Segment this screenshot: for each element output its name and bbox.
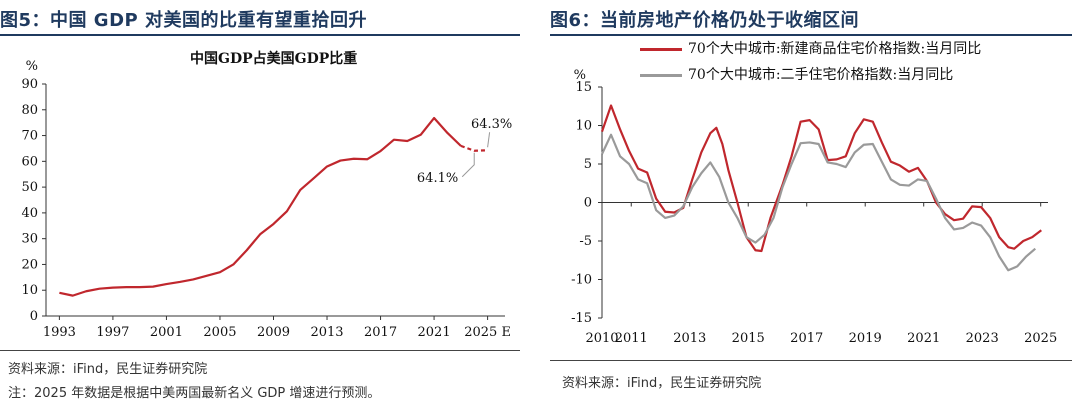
- x-tick-label: 1993: [43, 325, 76, 340]
- x-tick-label: 2010: [585, 331, 618, 346]
- y-tick-label: -5: [579, 234, 592, 249]
- y-tick-label: 0: [584, 196, 592, 211]
- footer-rule: [550, 360, 1072, 361]
- x-tick-label: 2001: [150, 325, 183, 340]
- left-figure: 图5：中国 GDP 对美国的比重有望重拾回升 中国GDP占美国GDP比重 % 0 1…: [0, 0, 530, 406]
- annotation-2024: 64.1%: [417, 171, 458, 186]
- x-tick-label: 2017: [364, 325, 397, 340]
- y-tick-label: 5: [584, 157, 592, 172]
- x-tick-label: 2017: [790, 331, 823, 346]
- x-tick-label: 2025 E: [464, 325, 511, 340]
- x-tick-label: 1997: [96, 325, 129, 340]
- legend-label: 70个大中城市:二手住宅价格指数:当月同比: [688, 67, 954, 83]
- y-tick-label: -10: [571, 273, 592, 288]
- annotation-2025: 64.3%: [471, 117, 512, 132]
- chart-title: 中国GDP占美国GDP比重: [190, 51, 358, 67]
- legend-item-resale-homes: 70个大中城市:二手住宅价格指数:当月同比: [640, 64, 953, 84]
- resale-homes-price-line: [601, 133, 1037, 272]
- x-tick-label: 2023: [966, 331, 999, 346]
- x-tick-label: 2015: [732, 331, 765, 346]
- y-tick-label: 30: [21, 232, 38, 247]
- title-rule: [550, 34, 1072, 36]
- annotation-leader: [461, 152, 475, 178]
- x-tick-label: 2011: [615, 331, 648, 346]
- y-tick-label: 50: [21, 180, 38, 195]
- source-note: 资料来源：iFind，民生证券研究院: [562, 376, 762, 391]
- footer-rule: [0, 350, 520, 351]
- x-tick-label: 2025: [1024, 331, 1057, 346]
- new-homes-price-line: [600, 104, 1042, 253]
- x-tick-label: 2013: [310, 325, 343, 340]
- y-tick-label: 20: [21, 257, 38, 272]
- legend-label: 70个大中城市:新建商品住宅价格指数:当月同比: [688, 41, 982, 57]
- y-tick-label: 80: [21, 103, 38, 118]
- right-figure: 图6：当前房地产价格仍处于收缩区间 70个大中城市:新建商品住宅价格指数:当月同…: [550, 0, 1080, 406]
- annotation-leader: [487, 132, 491, 148]
- y-axis-unit: %: [574, 68, 586, 83]
- legend-swatch: [640, 73, 682, 77]
- gdp-ratio-forecast-line: [460, 144, 488, 152]
- y-tick-label: 70: [21, 129, 38, 144]
- x-tick-label: 2009: [257, 325, 290, 340]
- y-tick-label: 90: [21, 77, 38, 92]
- y-tick-label: 0: [30, 309, 38, 324]
- legend-item-new-homes: 70个大中城市:新建商品住宅价格指数:当月同比: [640, 38, 981, 58]
- figure-title: 图5：中国 GDP 对美国的比重有望重拾回升: [0, 10, 367, 31]
- figure-title: 图6：当前房地产价格仍处于收缩区间: [550, 10, 860, 31]
- title-rule: [0, 34, 520, 36]
- x-tick-label: 2013: [673, 331, 706, 346]
- x-tick-label: 2005: [203, 325, 236, 340]
- y-axis-unit: %: [26, 59, 38, 74]
- legend-swatch: [640, 47, 682, 51]
- footnote: 注：2025 年数据是根据中美两国最新名义 GDP 增速进行预测。: [8, 386, 381, 401]
- y-tick-label: 60: [21, 154, 38, 169]
- y-tick-label: 15: [575, 80, 592, 95]
- gdp-ratio-line: [59, 116, 462, 297]
- x-tick-label: 2021: [418, 325, 451, 340]
- y-tick-label: 10: [575, 119, 592, 134]
- source-note: 资料来源：iFind，民生证券研究院: [8, 362, 208, 377]
- x-tick-label: 2019: [849, 331, 882, 346]
- y-tick-label: 40: [21, 206, 38, 221]
- y-tick-label: 10: [21, 283, 38, 298]
- y-tick-label: -15: [571, 311, 592, 326]
- left-chart: % 0 10 20 30 40 50 60 70 80 90 1993 1997 2001 2005 2009…: [21, 59, 512, 340]
- x-tick-label: 2021: [907, 331, 940, 346]
